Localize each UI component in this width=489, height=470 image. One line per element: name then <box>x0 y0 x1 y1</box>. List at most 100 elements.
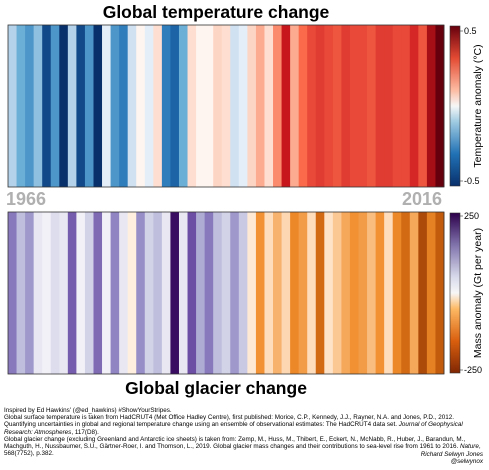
glacier-stripe-1988 <box>196 212 206 374</box>
glacier-stripe-1983 <box>153 212 163 374</box>
temperature-stripe-2008 <box>367 25 377 187</box>
glacier-stripe-1978 <box>110 212 120 374</box>
temperature-stripe-1969 <box>33 25 43 187</box>
temperature-stripe-1967 <box>16 25 26 187</box>
temperature-stripe-2002 <box>315 25 325 187</box>
temperature-source-volume: , 117(D8). <box>71 428 99 436</box>
glacier-stripe-1973 <box>67 212 77 374</box>
temperature-stripe-1982 <box>144 25 154 187</box>
glacier-stripe-1987 <box>187 212 197 374</box>
glacier-stripe-1981 <box>136 212 146 374</box>
glacier-stripe-1991 <box>221 212 231 374</box>
glacier-source-journal: Nature <box>459 443 479 451</box>
glacier-stripe-2007 <box>358 212 368 374</box>
glacier-stripe-2014 <box>418 212 428 374</box>
glacier-stripe-1974 <box>76 212 86 374</box>
glacier-stripe-2008 <box>367 212 377 374</box>
temperature-stripe-2006 <box>349 25 359 187</box>
glacier-colorbar-min: -250 <box>464 365 482 375</box>
glacier-stripe-1999 <box>290 212 300 374</box>
glacier-stripe-1970 <box>42 212 52 374</box>
temperature-source-journal: Journal of Geophysical Research: Atmosph… <box>4 421 463 436</box>
footer-references: Inspired by Ed Hawkins' (@ed_hawkins) #S… <box>4 407 482 457</box>
temperature-stripe-2016 <box>435 25 445 187</box>
temperature-colorbar-min: -0.5 <box>464 176 480 186</box>
temperature-stripe-1992 <box>230 25 240 187</box>
temperature-stripe-1971 <box>50 25 60 187</box>
temperature-colorbar-label: Temperature anomaly (°C) <box>472 44 484 167</box>
temperature-stripe-1968 <box>25 25 35 187</box>
glacier-source-text: Global glacier change (excluding Greenla… <box>4 435 466 451</box>
glacier-stripe-2002 <box>315 212 325 374</box>
temperature-stripe-2012 <box>401 25 411 187</box>
temperature-stripe-2009 <box>375 25 385 187</box>
temperature-colorbar-max: 0.5 <box>464 26 477 36</box>
glacier-stripe-1972 <box>59 212 69 374</box>
temperature-colorbar <box>449 25 461 187</box>
temperature-stripe-1994 <box>247 25 257 187</box>
glacier-colorbar <box>449 212 461 374</box>
glacier-chart-title: Global glacier change <box>125 378 307 398</box>
temperature-stripe-1996 <box>264 25 274 187</box>
glacier-stripe-2001 <box>307 212 317 374</box>
glacier-stripe-2006 <box>349 212 359 374</box>
glacier-stripes <box>8 212 445 374</box>
temperature-stripe-2007 <box>358 25 368 187</box>
temperature-stripe-1985 <box>170 25 180 187</box>
author-name: Richard Selwyn Jones <box>420 451 483 458</box>
temperature-stripe-1981 <box>136 25 146 187</box>
temperature-stripe-1993 <box>238 25 248 187</box>
temperature-stripe-2011 <box>392 25 402 187</box>
glacier-stripe-1993 <box>238 212 248 374</box>
glacier-stripe-2015 <box>426 212 436 374</box>
footer-temperature-source: Global surface temperature is taken from… <box>4 414 482 436</box>
glacier-stripe-2005 <box>341 212 351 374</box>
glacier-stripe-1968 <box>25 212 35 374</box>
start-year-label: 1966 <box>6 189 46 209</box>
temperature-stripe-1984 <box>161 25 171 187</box>
temperature-stripes <box>8 25 445 187</box>
temperature-stripe-1976 <box>93 25 103 187</box>
temperature-frame <box>7 24 445 188</box>
temperature-stripe-1979 <box>119 25 129 187</box>
glacier-stripe-1982 <box>144 212 154 374</box>
temperature-stripe-2015 <box>426 25 436 187</box>
glacier-stripe-1980 <box>127 212 137 374</box>
glacier-stripe-1984 <box>161 212 171 374</box>
temperature-stripe-1991 <box>221 25 231 187</box>
glacier-colorbar-max: 250 <box>464 211 479 221</box>
temperature-stripe-2003 <box>324 25 334 187</box>
temperature-stripe-1983 <box>153 25 163 187</box>
glacier-source-volume: , 568(7752), p.382. <box>4 443 481 458</box>
temperature-source-text: Global surface temperature is taken from… <box>4 414 454 429</box>
temperature-chart-title: Global temperature change <box>103 2 330 22</box>
glacier-stripe-1977 <box>102 212 111 374</box>
temperature-stripe-1989 <box>204 25 214 187</box>
temperature-stripe-2004 <box>332 25 342 187</box>
glacier-stripe-1969 <box>33 212 43 374</box>
glacier-stripe-2016 <box>435 212 445 374</box>
glacier-stripe-1990 <box>213 212 223 374</box>
glacier-stripe-1967 <box>16 212 26 374</box>
temperature-stripe-1970 <box>42 25 52 187</box>
glacier-stripe-1986 <box>178 212 188 374</box>
temperature-stripe-1999 <box>290 25 300 187</box>
glacier-stripe-1992 <box>230 212 240 374</box>
glacier-stripe-1994 <box>247 212 257 374</box>
author-credit: Richard Selwyn Jones @selwynox <box>421 451 483 465</box>
glacier-stripe-2000 <box>298 212 308 374</box>
temperature-stripe-2013 <box>409 25 419 187</box>
temperature-stripe-1980 <box>127 25 137 187</box>
glacier-stripe-1979 <box>119 212 129 374</box>
glacier-stripe-1997 <box>273 212 282 374</box>
author-handle: @selwynox <box>450 458 483 466</box>
temperature-stripe-2000 <box>298 25 308 187</box>
glacier-stripe-1971 <box>50 212 60 374</box>
figure: Global temperature change 0.5 -0.5 Tempe… <box>6 2 484 398</box>
temperature-stripe-2005 <box>341 25 351 187</box>
temperature-stripe-1990 <box>213 25 223 187</box>
glacier-stripe-1998 <box>281 212 291 374</box>
temperature-stripe-1997 <box>273 25 282 187</box>
glacier-stripe-1996 <box>264 212 274 374</box>
temperature-stripe-1973 <box>67 25 77 187</box>
